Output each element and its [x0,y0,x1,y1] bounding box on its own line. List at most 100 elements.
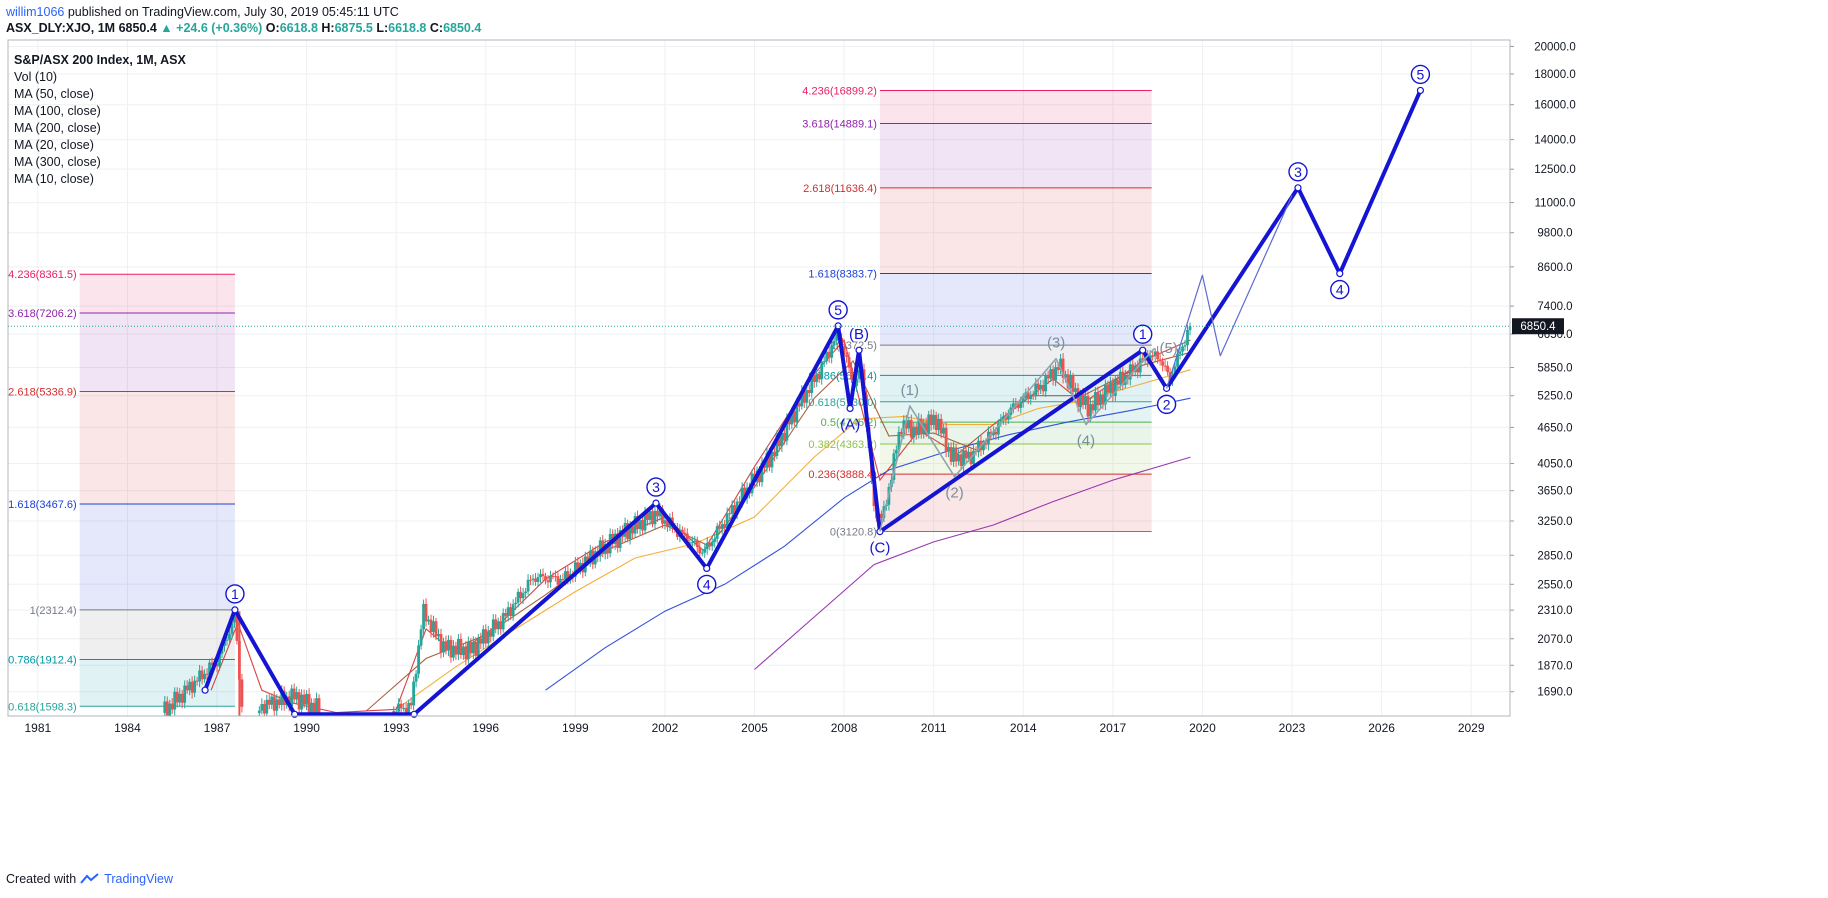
legend-item-ma100[interactable]: MA (100, close) [14,104,101,118]
candle-body [919,418,923,434]
fib-left-level-label: 1.618(3467.6) [8,499,77,511]
tradingview-brand-link[interactable]: TradingView [104,872,173,886]
publish-line: willim1066 published on TradingView.com,… [6,4,481,20]
candle-body [1069,375,1072,389]
candle-body [770,451,774,468]
candle-body [715,526,719,539]
candle-body [773,451,776,456]
candle-body [693,540,697,542]
legend-item-ma10[interactable]: MA (10, close) [14,172,94,186]
candle-body [842,346,846,356]
candle-body [894,450,898,454]
candle-body [792,411,796,423]
candle-body [984,443,988,445]
candle-body [1153,351,1157,356]
candle-body [827,351,831,358]
candle-body [524,591,527,594]
candle-body [511,604,515,617]
x-tick-label: 1981 [25,721,52,735]
candle-body [536,577,540,583]
candle-body [947,447,951,452]
candle-body [496,621,500,630]
fib-left-band [79,391,235,505]
candle-body [822,361,826,363]
candle-body [643,512,647,531]
wave-label-text: (4) [1077,433,1095,450]
x-tick-label: 2020 [1189,721,1216,735]
candle-body [509,607,513,617]
candle-body [419,629,423,646]
candle-body [1059,358,1062,370]
fib-extensions: 0.618(1598.3) 0.786(1912.4) 1(2312.4) 1.618… [8,85,1152,713]
wave-pivot [1139,346,1147,354]
candle-body [262,704,266,714]
candle-body [280,690,284,705]
candle-body [942,427,946,434]
y-tick-label: 12500.0 [1534,164,1576,176]
candle-body [474,641,478,656]
candle-body [912,426,916,438]
candle-body [215,663,219,667]
candle-body [544,576,547,581]
legend-item-vol[interactable]: Vol (10) [14,70,58,84]
fib-right-band [879,401,1152,423]
candle-body [1113,380,1117,396]
x-tick-label: 1999 [562,721,589,735]
candle-body [1044,376,1048,392]
candle-body [710,541,714,547]
candle-body [738,501,741,503]
legend-item-ma300[interactable]: MA (300, close) [14,155,101,169]
last-price: 6850.4 [118,21,157,35]
candle-body [193,680,197,693]
legend-item-ma50[interactable]: MA (50, close) [14,87,94,101]
x-tick-label: 2014 [1010,721,1037,735]
candle-body [1158,359,1162,362]
candle-body [1186,329,1189,346]
candle-body [424,603,428,622]
wave-label-circle [697,574,717,595]
candle-body [641,519,644,531]
candle-body [178,693,182,703]
candle-body [230,622,234,634]
candle-body [1176,353,1179,367]
candle-body [429,619,433,633]
wave-pivot [1336,270,1344,278]
fib-right-band [879,90,1152,124]
wave-path [1166,195,1293,389]
candle-body [939,418,943,434]
author-link[interactable]: willim1066 [6,5,65,19]
candle-body [240,679,244,707]
candle-body [466,641,470,660]
wave-label-text: (2) [945,485,963,502]
candle-body [1011,403,1015,408]
candle-body [800,390,804,407]
fib-right-level-label: 1.618(8383.7) [808,268,877,280]
wave-label-circle [225,584,245,604]
legend-title[interactable]: S&P/ASX 200 Index, 1M, ASX [14,53,186,67]
candle-body [929,414,933,426]
candle-body [484,629,488,644]
legend-item-ma20[interactable]: MA (20, close) [14,138,94,152]
candle-body [805,390,809,403]
candle-body [586,556,590,562]
candle-body [504,613,508,616]
candle-body [917,418,921,435]
candle-body [718,526,722,529]
candle-body [598,540,602,557]
fib-right-level-label: 0.382(4363.2) [808,439,877,451]
y-tick-label: 2550.0 [1537,579,1572,591]
candle-body [1128,364,1132,380]
x-tick-label: 2002 [652,721,679,735]
candle-body [1036,383,1040,390]
legend-item-ma200[interactable]: MA (200, close) [14,121,101,135]
candle-body [897,431,901,451]
candle-body [539,574,542,578]
y-tick-label: 3650.0 [1537,486,1572,498]
candle-body [452,645,455,658]
candle-body [1166,365,1169,373]
candle-body [464,646,468,660]
y-tick-label: 18000.0 [1534,69,1576,81]
candle-body [626,523,630,540]
candle-body [1079,393,1082,408]
